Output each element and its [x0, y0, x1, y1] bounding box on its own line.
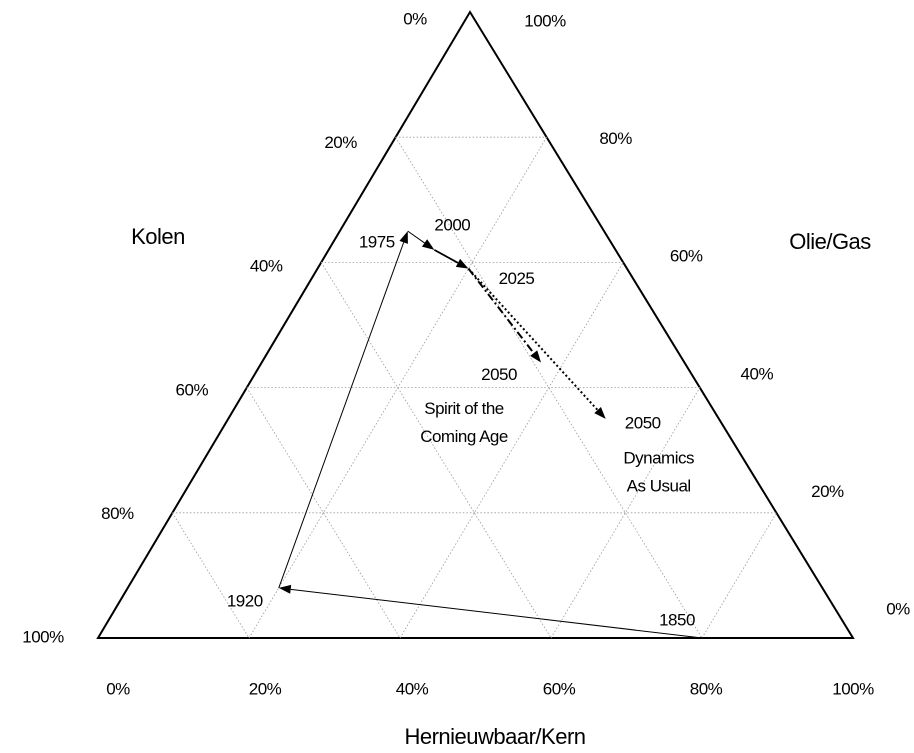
- hernieuwbaar-tick-label: 80%: [690, 679, 723, 698]
- arrowhead: [421, 239, 435, 250]
- hernieuwbaar-tick-label: 40%: [396, 679, 429, 698]
- arrowhead: [278, 584, 292, 594]
- year-label: 1920: [227, 591, 263, 610]
- year-label: 1975: [359, 233, 395, 252]
- grid-line: [320, 262, 552, 639]
- trajectory-segment: [290, 588, 703, 639]
- olie-gas-tick-label: 0%: [886, 599, 910, 618]
- kolen-tick-label: 40%: [250, 257, 283, 276]
- year-label: 2000: [434, 215, 470, 234]
- series-annotation: Dynamics: [623, 448, 694, 467]
- grid-line: [550, 387, 701, 639]
- olie-gas-tick-label: 40%: [741, 364, 774, 383]
- series-annotation: Spirit of the: [424, 399, 504, 418]
- kolen-tick-label: 20%: [324, 133, 357, 152]
- series-annotation: As Usual: [627, 476, 691, 495]
- hernieuwbaar-tick-label: 0%: [106, 679, 130, 698]
- hernieuwbaar-tick-label: 100%: [832, 679, 874, 698]
- trajectory-segment: [467, 267, 599, 411]
- arrowhead: [530, 350, 542, 363]
- grid-line: [399, 262, 624, 639]
- kolen-tick-label: 60%: [176, 380, 209, 399]
- axis-title-olie-gas: Olie/Gas: [789, 229, 871, 254]
- grid-line: [701, 512, 777, 639]
- arrowhead: [594, 407, 606, 419]
- arrowhead: [455, 258, 469, 269]
- kolen-tick-label: 80%: [101, 504, 134, 523]
- year-label: 2050: [481, 365, 517, 384]
- trajectory-segment: [467, 268, 535, 354]
- olie-gas-tick-label: 60%: [670, 247, 703, 266]
- olie-gas-tick-label: 80%: [599, 129, 632, 148]
- trajectory-segment: [407, 230, 425, 244]
- series-annotation: Coming Age: [420, 427, 508, 446]
- axis-title-kolen: Kolen: [131, 224, 185, 249]
- trajectory-segment: [433, 249, 459, 264]
- year-label: 2050: [625, 413, 661, 432]
- arrowhead: [399, 231, 408, 244]
- triangle-outline: [96, 10, 855, 639]
- kolen-tick-label: 0%: [403, 9, 427, 28]
- year-label: 1850: [659, 610, 695, 629]
- trajectory-segment: [278, 242, 405, 589]
- year-label: 2025: [499, 269, 535, 288]
- grid-line: [248, 136, 547, 639]
- olie-gas-tick-label: 20%: [811, 482, 844, 501]
- grid-line: [172, 512, 250, 639]
- hernieuwbaar-tick-label: 20%: [249, 679, 282, 698]
- kolen-tick-label: 100%: [22, 627, 64, 646]
- axis-title-hernieuwbaar: Hernieuwbaar/Kern: [404, 724, 585, 749]
- hernieuwbaar-tick-label: 60%: [543, 679, 576, 698]
- olie-gas-tick-label: 100%: [524, 11, 566, 30]
